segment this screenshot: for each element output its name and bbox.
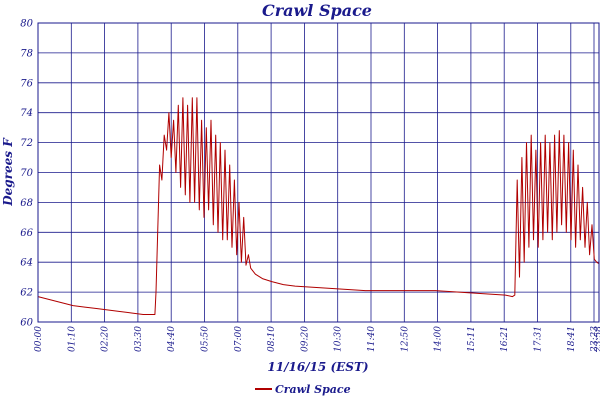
x-tick-label: 07:00 <box>234 326 244 352</box>
x-tick-label: 23:58 <box>594 326 600 353</box>
legend-label: Crawl Space <box>275 383 351 396</box>
x-tick-labels: 00:00 01:10 02:20 03:30 04:40 05:50 07:00 08:10… <box>34 326 600 353</box>
x-tick-label: 14:00 <box>434 326 444 352</box>
y-tick-labels: 60 62 64 66 68 70 72 74 76 78 80 <box>20 19 33 329</box>
x-tick-label: 11:40 <box>367 326 377 352</box>
y-tick-label: 70 <box>20 168 33 179</box>
x-tick-label: 01:10 <box>67 326 77 352</box>
legend: Crawl Space <box>255 383 351 396</box>
y-tick-label: 60 <box>20 318 33 329</box>
x-tick-label: 03:30 <box>134 326 144 352</box>
x-tick-label: 15:11 <box>467 326 477 352</box>
y-tick-label: 68 <box>20 198 33 209</box>
x-tick-label: 12:50 <box>400 326 410 352</box>
y-tick-label: 64 <box>20 258 33 269</box>
plot-frame <box>37 22 600 323</box>
series-line-crawl-space <box>37 97 600 315</box>
y-axis-label: Degrees F <box>1 137 15 207</box>
x-tick-label: 05:50 <box>201 326 211 352</box>
x-tick-label: 04:40 <box>167 326 177 352</box>
y-tick-label: 72 <box>20 138 33 149</box>
grid <box>37 22 599 323</box>
x-tick-label: 18:41 <box>567 326 577 352</box>
x-tick-label: 23:23 <box>590 326 600 353</box>
x-tick-label: 02:20 <box>101 326 111 352</box>
y-tick-label: 78 <box>20 48 33 59</box>
x-tick-label: 00:00 <box>34 326 44 352</box>
x-axis-label: 11/16/15 (EST) <box>267 360 368 374</box>
y-tick-label: 74 <box>20 108 33 119</box>
y-tick-label: 80 <box>20 19 33 30</box>
y-tick-label: 76 <box>20 78 33 89</box>
x-tick-label: 09:20 <box>300 326 310 352</box>
x-tick-label: 10:30 <box>334 326 344 352</box>
x-tick-label: 17:31 <box>534 326 544 352</box>
series-layer <box>37 97 600 315</box>
x-tick-label: 08:10 <box>267 326 277 352</box>
chart-title: Crawl Space <box>262 1 372 20</box>
y-tick-label: 66 <box>20 228 33 239</box>
x-tick-label: 16:21 <box>500 326 510 352</box>
y-tick-label: 62 <box>20 288 33 299</box>
